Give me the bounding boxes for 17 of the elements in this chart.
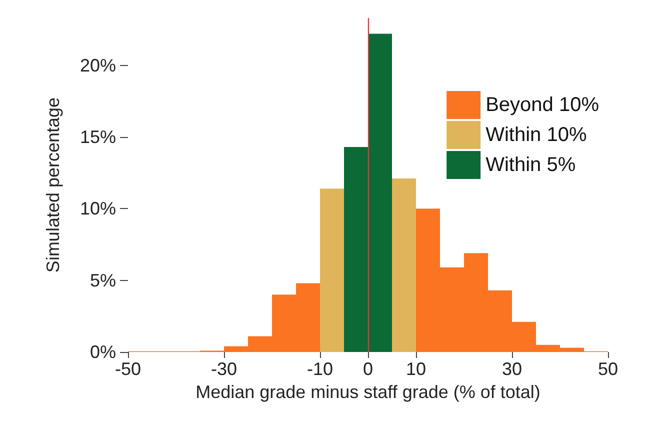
- x-tick-label: -10: [306, 359, 334, 379]
- x-tick-label: 50: [598, 359, 618, 379]
- y-tick-label: 20%: [80, 55, 116, 76]
- legend-label: Beyond 10%: [486, 94, 600, 116]
- legend-label: Within 5%: [486, 154, 576, 176]
- x-tick-label: -30: [210, 359, 238, 379]
- y-axis-title: Simulated percentage: [43, 97, 63, 273]
- x-tick-label: -50: [114, 359, 142, 379]
- y-tick-label: 10%: [80, 198, 116, 219]
- x-tick-label: 10: [406, 359, 426, 379]
- y-tick-label: 5%: [90, 270, 116, 290]
- x-tick-label: 30: [502, 359, 522, 379]
- x-tick-label: 0: [362, 359, 374, 379]
- y-tick-label: 0%: [90, 342, 116, 362]
- y-tick-label: 15%: [80, 126, 116, 147]
- x-axis-title: Median grade minus staff grade (% of total): [196, 382, 540, 402]
- legend-label: Within 10%: [486, 124, 587, 146]
